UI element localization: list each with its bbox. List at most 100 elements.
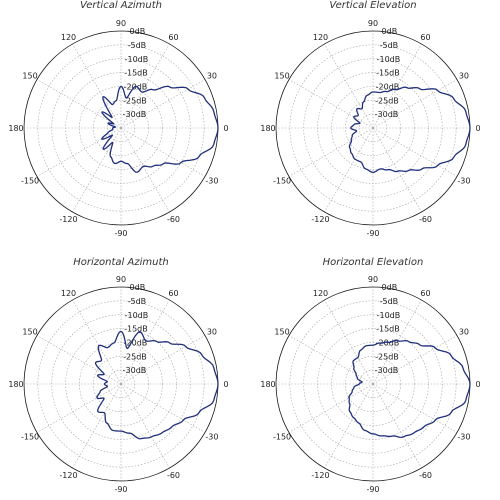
angle-tick-label: 180 (8, 380, 23, 389)
angle-tick-label: -30 (457, 433, 470, 442)
angle-tick-label: -90 (114, 229, 127, 238)
grid-spoke (120, 79, 206, 129)
grid-ring (289, 44, 457, 212)
grid-spoke (324, 383, 374, 469)
angle-tick-label: 120 (313, 33, 328, 42)
grid-ring (37, 44, 205, 212)
radial-tick-label: -10dB (125, 311, 149, 320)
grid-spoke (288, 79, 374, 129)
grid-spoke (120, 299, 170, 385)
angle-tick-label: 30 (459, 328, 469, 337)
radial-tick-label: 0dB (382, 283, 398, 292)
angle-tick-label: 0 (475, 380, 480, 389)
grid-spoke (36, 335, 122, 385)
grid-spoke (288, 335, 374, 385)
angle-tick-label: 180 (260, 124, 275, 133)
radial-tick-label: -20dB (376, 82, 400, 91)
grid-spoke (120, 43, 170, 129)
grid-ring (331, 342, 415, 426)
angle-tick-label: -30 (205, 433, 218, 442)
radiation-pattern-line (94, 330, 219, 440)
radial-tick-label: 0dB (382, 27, 398, 36)
angle-tick-label: -150 (273, 433, 291, 442)
angle-tick-label: -30 (457, 177, 470, 186)
grid-spoke (72, 383, 122, 469)
radial-tick-label: -25dB (123, 352, 147, 361)
grid-ring (331, 86, 415, 170)
grid-ring (303, 314, 443, 454)
radial-tick-label: -30dB (375, 366, 399, 375)
radial-tick-label: -10dB (377, 55, 401, 64)
angle-tick-label: -30 (205, 177, 218, 186)
grid-spoke (372, 383, 458, 433)
grid-spoke (120, 127, 206, 177)
grid-ring (51, 314, 191, 454)
angle-tick-label: 60 (168, 289, 178, 298)
angle-tick-label: 150 (274, 72, 289, 81)
grid-spoke (324, 43, 374, 129)
angle-tick-label: 150 (22, 328, 37, 337)
grid-spoke (72, 299, 122, 385)
grid-spoke (324, 127, 374, 213)
grid-ring (92, 355, 150, 413)
radial-tick-label: -15dB (376, 325, 400, 334)
polar-chart-vertical-azimuth: Vertical Azimuth 0 30 60 90 120 150 180 -150 -120… (8, 0, 228, 238)
radial-tick-label: 0dB (130, 283, 146, 292)
radial-tick-label: -5dB (380, 41, 399, 50)
grid-spoke (72, 43, 122, 129)
radiation-pattern-line (348, 339, 471, 438)
angle-tick-label: 90 (116, 19, 126, 28)
radial-tick-label: -30dB (123, 366, 147, 375)
polar-chart-vertical-elevation: Vertical Elevation 0 30 60 90 120 150 180 -150 -1… (260, 0, 480, 238)
angle-tick-label: 120 (61, 33, 76, 42)
radial-tick-label: -30dB (123, 110, 147, 119)
angle-tick-label: 180 (260, 380, 275, 389)
angle-tick-label: 60 (420, 33, 430, 42)
radial-tick-label: -20dB (376, 338, 400, 347)
grid-spoke (372, 43, 422, 129)
grid-spoke (288, 383, 374, 433)
grid-spoke (372, 127, 458, 177)
angle-tick-label: -120 (311, 215, 329, 224)
grid-ring (37, 300, 205, 468)
angle-tick-label: 90 (116, 275, 126, 284)
angle-tick-label: -150 (273, 177, 291, 186)
grid-spoke (120, 127, 170, 213)
grid-spoke (324, 299, 374, 385)
chart-title: Vertical Azimuth (80, 0, 162, 11)
grid-spoke (72, 127, 122, 213)
grid-ring (344, 355, 402, 413)
grid-ring (344, 99, 402, 157)
grid-spoke (372, 299, 422, 385)
radial-tick-label: -15dB (124, 325, 148, 334)
radial-tick-label: -30dB (375, 110, 399, 119)
radial-tick-label: -5dB (128, 297, 147, 306)
radiation-pattern-line (101, 85, 219, 173)
radial-tick-label: -25dB (375, 352, 399, 361)
radial-tick-label: -15dB (376, 69, 400, 78)
grid-spoke (36, 383, 122, 433)
grid-ring (51, 58, 191, 198)
angle-tick-label: -90 (114, 485, 127, 494)
radial-tick-label: -25dB (123, 96, 147, 105)
grid-ring (303, 58, 443, 198)
angle-tick-label: -60 (419, 215, 432, 224)
grid-ring (289, 300, 457, 468)
chart-title: Vertical Elevation (329, 0, 416, 11)
radial-tick-label: -5dB (380, 297, 399, 306)
angle-tick-label: -60 (167, 471, 180, 480)
angle-tick-label: 0 (223, 380, 228, 389)
angle-tick-label: -120 (311, 471, 329, 480)
radial-tick-label: -10dB (125, 55, 149, 64)
angle-tick-label: 120 (61, 289, 76, 298)
angle-tick-label: 60 (168, 33, 178, 42)
angle-tick-label: -60 (419, 471, 432, 480)
angle-tick-label: -90 (366, 485, 379, 494)
angle-tick-label: 60 (420, 289, 430, 298)
chart-title: Horizontal Azimuth (73, 257, 168, 268)
angle-tick-label: 150 (274, 328, 289, 337)
angle-tick-label: -150 (21, 177, 39, 186)
angle-tick-label: -120 (59, 215, 77, 224)
angle-tick-label: 90 (368, 275, 378, 284)
